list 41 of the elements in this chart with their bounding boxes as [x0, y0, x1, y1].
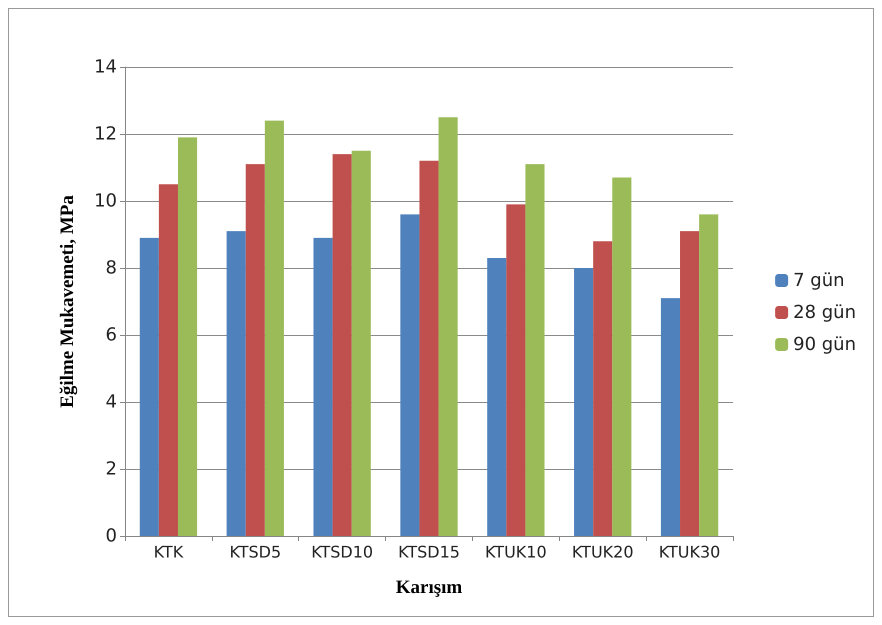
- bar: [178, 137, 198, 536]
- bar: [593, 241, 612, 536]
- legend-label: 7 gün: [793, 270, 845, 291]
- x-axis-title: Karışım: [396, 577, 462, 598]
- bar: [313, 238, 333, 536]
- bar: [352, 150, 371, 536]
- legend-label: 90 gün: [793, 334, 856, 355]
- x-tick-label: KTSD15: [398, 542, 460, 562]
- y-tick-label: 10: [94, 190, 117, 212]
- y-tick-label: 2: [106, 458, 117, 480]
- x-tick-label: KTSD10: [311, 542, 374, 562]
- y-axis-title: Eğilme Mukavemeti, MPa: [57, 194, 78, 408]
- bar: [246, 164, 265, 536]
- bar: [400, 214, 420, 536]
- bar: [332, 154, 352, 536]
- y-tick-label: 8: [106, 258, 117, 278]
- bar: [487, 258, 506, 536]
- y-tick-label: 6: [106, 324, 117, 346]
- bar: [140, 238, 159, 536]
- bar: [264, 120, 284, 536]
- bar: [226, 231, 246, 536]
- x-tick-label: KTUK10: [485, 542, 547, 562]
- bar: [438, 117, 458, 536]
- bar: [525, 164, 545, 536]
- y-tick-label: 12: [94, 124, 117, 144]
- bar: [506, 204, 526, 536]
- y-tick-label: 14: [94, 56, 117, 78]
- bar: [419, 160, 439, 536]
- bar: [612, 178, 632, 536]
- bar: [158, 184, 178, 536]
- legend-label: 28 gün: [793, 302, 856, 323]
- x-tick-label: KTUK30: [658, 542, 720, 562]
- x-tick-label: KTK: [154, 542, 184, 562]
- x-tick-label: KTSD5: [229, 542, 282, 562]
- bar: [574, 268, 594, 536]
- bar: [660, 298, 680, 536]
- bar: [699, 214, 718, 536]
- y-tick-label: 0: [106, 526, 117, 546]
- x-tick-label: KTUK20: [572, 542, 634, 562]
- bar: [680, 231, 700, 536]
- y-tick-label: 4: [106, 392, 117, 412]
